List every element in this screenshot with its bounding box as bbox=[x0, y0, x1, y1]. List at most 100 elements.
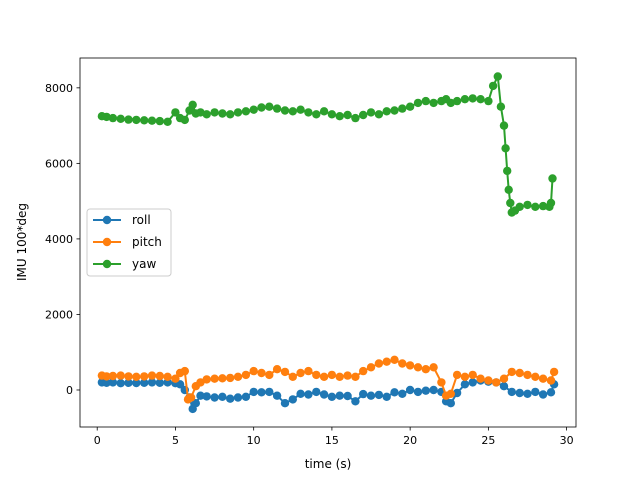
data-point-pitch bbox=[171, 374, 180, 383]
data-point-pitch bbox=[429, 363, 438, 372]
data-point-pitch bbox=[437, 378, 446, 387]
data-point-roll bbox=[452, 388, 462, 398]
data-point-yaw bbox=[501, 144, 510, 153]
data-point-yaw bbox=[296, 105, 305, 114]
data-point-yaw bbox=[249, 105, 258, 114]
data-point-pitch bbox=[108, 371, 118, 381]
data-point-roll bbox=[210, 393, 219, 402]
legend-box bbox=[86, 208, 172, 277]
data-point-roll bbox=[218, 392, 227, 401]
data-point-yaw bbox=[132, 115, 141, 125]
data-point-pitch bbox=[460, 372, 470, 381]
data-point-pitch bbox=[515, 368, 524, 378]
y-axis-label: IMU 100*deg bbox=[15, 203, 29, 281]
data-point-yaw bbox=[421, 96, 430, 106]
data-point-roll bbox=[429, 385, 438, 395]
y-tick-label: 2000 bbox=[45, 308, 73, 321]
data-point-roll bbox=[241, 392, 251, 401]
data-point-pitch bbox=[241, 370, 251, 380]
data-point-pitch bbox=[233, 372, 243, 381]
data-point-pitch bbox=[523, 370, 532, 380]
data-point-pitch bbox=[226, 373, 235, 383]
data-point-roll bbox=[102, 378, 111, 387]
plot-content bbox=[97, 72, 559, 414]
y-tick-label: 6000 bbox=[45, 157, 73, 170]
data-point-roll bbox=[398, 389, 407, 398]
data-point-roll bbox=[116, 379, 125, 388]
data-point-roll bbox=[124, 378, 133, 387]
data-point-yaw bbox=[382, 107, 391, 116]
data-point-yaw bbox=[374, 110, 384, 119]
data-point-pitch bbox=[124, 372, 133, 381]
data-point-pitch bbox=[304, 366, 313, 376]
data-point-roll bbox=[196, 391, 205, 400]
legend-label: yaw bbox=[132, 257, 156, 271]
data-point-yaw bbox=[476, 95, 485, 104]
data-point-pitch bbox=[549, 367, 559, 377]
data-point-yaw bbox=[493, 72, 502, 81]
data-point-roll bbox=[351, 397, 360, 406]
data-point-yaw bbox=[335, 112, 344, 121]
series-yaw bbox=[97, 72, 557, 217]
data-point-pitch bbox=[312, 370, 321, 380]
data-point-pitch bbox=[218, 374, 227, 383]
data-point-pitch bbox=[102, 372, 111, 381]
data-point-pitch bbox=[280, 367, 290, 377]
data-point-yaw bbox=[280, 106, 290, 115]
legend-label: pitch bbox=[132, 235, 162, 249]
data-point-roll bbox=[280, 399, 290, 408]
data-point-pitch bbox=[452, 370, 462, 380]
data-point-yaw bbox=[304, 108, 313, 117]
data-point-roll bbox=[296, 389, 305, 398]
x-tick-label: 25 bbox=[481, 434, 495, 447]
data-point-yaw bbox=[398, 104, 407, 113]
data-point-roll bbox=[499, 382, 509, 391]
data-point-yaw bbox=[359, 110, 368, 120]
data-point-roll bbox=[327, 392, 337, 401]
data-point-yaw bbox=[484, 96, 493, 106]
data-point-yaw bbox=[506, 198, 515, 208]
data-point-yaw bbox=[163, 117, 172, 127]
data-point-pitch bbox=[147, 371, 157, 380]
data-point-roll bbox=[233, 393, 243, 402]
data-point-roll bbox=[515, 388, 524, 398]
data-point-pitch bbox=[155, 371, 164, 381]
series-pitch bbox=[97, 355, 559, 404]
data-point-roll bbox=[249, 387, 258, 397]
data-point-roll bbox=[405, 385, 415, 395]
data-point-pitch bbox=[257, 368, 266, 378]
data-point-roll bbox=[288, 395, 297, 404]
data-point-roll bbox=[202, 392, 211, 401]
data-point-yaw bbox=[546, 198, 556, 208]
data-point-roll bbox=[359, 389, 368, 399]
x-axis: 0 5 10 15 20 25 30 bbox=[94, 427, 574, 447]
legend-swatch-marker bbox=[102, 237, 112, 247]
data-point-yaw bbox=[468, 94, 477, 103]
data-point-yaw bbox=[390, 106, 399, 115]
data-point-pitch bbox=[390, 355, 399, 364]
data-point-yaw bbox=[202, 110, 211, 119]
plot-frame bbox=[79, 57, 577, 428]
data-point-pitch bbox=[413, 363, 423, 372]
data-point-pitch bbox=[382, 357, 391, 366]
data-point-pitch bbox=[468, 370, 477, 380]
data-point-yaw bbox=[446, 98, 455, 108]
data-point-roll bbox=[366, 391, 376, 400]
legend-item-pitch: pitch bbox=[93, 235, 162, 249]
legend-label: roll bbox=[132, 213, 151, 227]
data-point-yaw bbox=[272, 104, 282, 113]
x-tick-label: 20 bbox=[403, 434, 417, 447]
data-point-roll bbox=[108, 378, 118, 387]
data-point-yaw bbox=[515, 202, 524, 211]
data-point-pitch bbox=[343, 371, 352, 380]
data-point-roll bbox=[335, 391, 344, 400]
data-point-pitch bbox=[546, 376, 556, 385]
data-point-pitch bbox=[359, 366, 368, 376]
data-point-roll bbox=[257, 388, 266, 397]
series-roll bbox=[97, 376, 559, 414]
data-point-yaw bbox=[366, 108, 376, 117]
data-point-roll bbox=[343, 391, 352, 401]
data-point-roll bbox=[421, 386, 430, 395]
y-axis: 0 2000 4000 6000 8000 bbox=[45, 82, 80, 397]
